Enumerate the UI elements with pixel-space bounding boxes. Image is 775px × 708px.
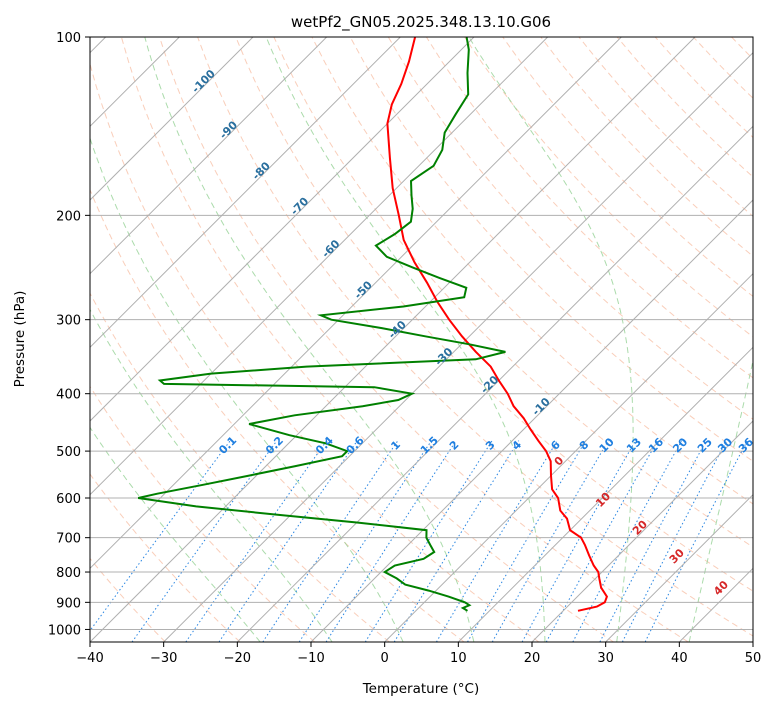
plot-background <box>90 37 753 642</box>
mixing-ratio-line <box>325 440 457 642</box>
x-tick-label: −30 <box>150 651 177 666</box>
y-tick-label: 800 <box>56 566 81 581</box>
y-tick-label: 1000 <box>48 623 81 638</box>
y-tick-label: 900 <box>56 596 81 611</box>
y-tick-label: 200 <box>56 209 81 224</box>
isotherm-line <box>90 37 622 570</box>
dry-adiabats <box>90 37 775 642</box>
moist-adiabat <box>90 426 261 642</box>
x-axis: −40 −30 −20 −10 0 10 20 30 40 50 <box>76 642 761 666</box>
isotherm-line <box>310 199 753 642</box>
x-tick-label: −10 <box>297 651 324 666</box>
y-tick-label: 400 <box>56 388 81 403</box>
mixing-ratio-line <box>521 440 637 642</box>
x-tick-label: 40 <box>671 651 688 666</box>
dry-adiabat <box>464 37 753 338</box>
y-tick-label: 600 <box>56 492 81 507</box>
isotherm-line <box>90 37 696 642</box>
mixing-ratio-line <box>131 440 278 642</box>
dewpoint-line <box>137 37 506 612</box>
dry-adiabat <box>425 37 753 379</box>
isotherm-line <box>605 493 753 642</box>
chart-title: wetPf2_GN05.2025.348.13.10.G06 <box>291 13 551 32</box>
x-tick-label: −20 <box>224 651 251 666</box>
moist-adiabat <box>688 358 753 642</box>
y-tick-label: 700 <box>56 532 81 547</box>
mixing-ratio-line <box>545 440 659 642</box>
moist-adiabat <box>144 37 475 642</box>
isotherm-line <box>752 641 753 642</box>
dry-adiabat <box>120 37 614 642</box>
x-tick-label: 10 <box>450 651 467 666</box>
moist-adiabat <box>90 308 333 642</box>
mixing-ratio-line <box>298 440 432 642</box>
mixing-ratio-line <box>491 440 609 642</box>
dry-adiabat <box>159 37 689 642</box>
pressure-gridlines <box>90 37 753 630</box>
temperature-line <box>386 37 609 612</box>
plot-frame <box>89 36 754 643</box>
dry-adiabat <box>90 188 465 642</box>
isotherm-line <box>384 272 753 642</box>
isotherm-line <box>90 37 254 201</box>
dry-adiabat <box>90 473 241 642</box>
y-tick-label: 100 <box>56 31 81 46</box>
isotherm-line <box>457 346 753 642</box>
skewed-isotherms <box>90 37 753 642</box>
dry-adiabat <box>90 385 316 642</box>
mixing-ratio-line <box>364 440 493 642</box>
dry-adiabat <box>311 37 753 505</box>
dry-adiabat <box>90 62 540 642</box>
y-axis-title: Pressure (hPa) <box>12 291 28 388</box>
y-tick-label: 300 <box>56 314 81 329</box>
mixing-ratio-line <box>185 440 328 642</box>
isotherm-line <box>90 37 328 275</box>
moist-adiabat <box>265 37 546 642</box>
y-tick-label: 500 <box>56 445 81 460</box>
x-tick-label: 50 <box>745 651 762 666</box>
x-tick-label: 30 <box>597 651 614 666</box>
mixing-ratio-line <box>644 440 748 642</box>
dry-adiabat <box>502 37 753 298</box>
dry-adiabat <box>235 37 753 592</box>
mixing-ratio-lines <box>90 440 748 642</box>
isotherm-line <box>236 125 753 642</box>
x-axis-title: Temperature (°C) <box>362 681 480 697</box>
mixing-ratio-line <box>262 440 399 642</box>
mixing-ratio-line <box>467 440 587 642</box>
dry-adiabat <box>387 37 753 420</box>
x-tick-label: 0 <box>381 651 389 666</box>
dry-adiabat <box>90 292 390 642</box>
isotherm-line <box>90 37 401 349</box>
dry-adiabat <box>273 37 753 548</box>
x-tick-label: −40 <box>76 651 103 666</box>
isotherm-line <box>90 37 549 496</box>
dry-adiabat <box>770 37 775 642</box>
x-tick-label: 20 <box>524 651 541 666</box>
moist-adiabat <box>90 136 404 642</box>
mixing-ratio-line <box>572 440 683 642</box>
isotherm-line <box>90 37 475 422</box>
moist-adiabats <box>90 37 753 642</box>
isotherm-line <box>531 420 753 642</box>
dry-adiabat <box>349 37 753 462</box>
sounding-series <box>137 37 609 612</box>
mixing-ratio-line <box>435 440 558 642</box>
y-axis: 100 200 300 400 500 600 700 800 900 1000 <box>48 31 90 638</box>
